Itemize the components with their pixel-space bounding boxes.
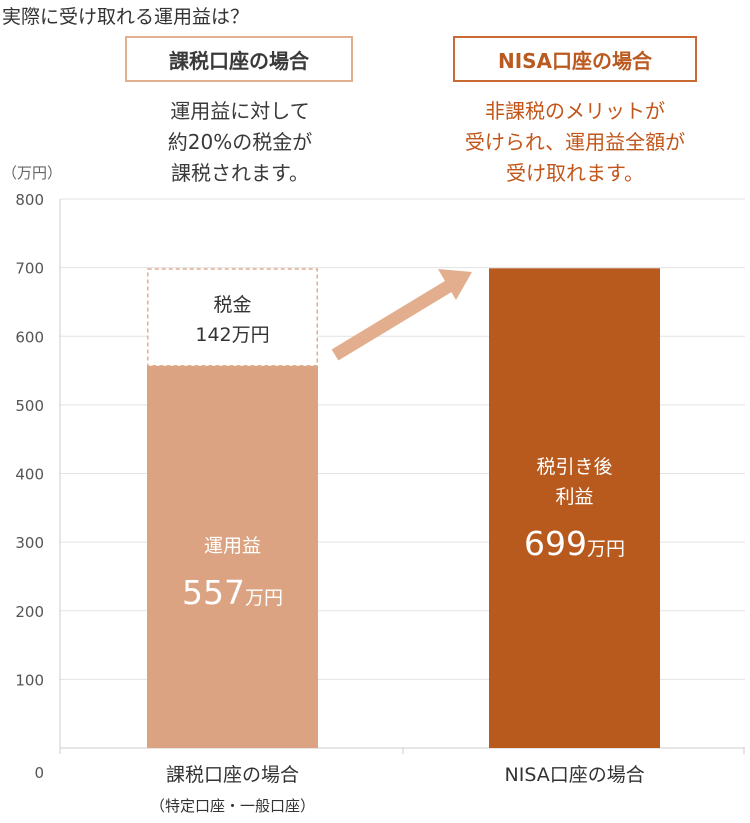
y-tick-label: 400	[15, 466, 44, 484]
y-tick-label: 600	[15, 328, 44, 346]
taxed-account-heading: 課税口座の場合	[125, 36, 353, 82]
bar-segment-label: 税引き後	[536, 456, 612, 478]
x-category-label-taxed: 課税口座の場合	[166, 764, 300, 786]
y-tick-label: 0	[34, 764, 44, 782]
nisa-account-description: 非課税のメリットが 受けられ、運用益全額が 受け取れます。	[464, 99, 686, 185]
bar-value-label: 557万円	[182, 573, 283, 612]
taxed-account-description: 運用益に対して 約20%の税金が 課税されます。	[167, 99, 313, 185]
bar-value-label: 699万円	[524, 524, 625, 563]
y-tick-label: 200	[15, 603, 44, 621]
x-category-sublabel-taxed: （特定口座・一般口座）	[150, 797, 316, 815]
y-tick-label: 500	[15, 397, 44, 415]
arrow-head	[438, 269, 472, 300]
tax-segment-label: 税金	[213, 294, 251, 316]
y-tick-label: 700	[15, 260, 44, 278]
y-axis-unit-label: （万円）	[2, 164, 63, 182]
y-tick-label: 300	[15, 534, 44, 552]
bar-segment	[147, 365, 318, 748]
bar-segment	[489, 268, 660, 748]
bar-segment	[147, 268, 318, 367]
chart-title: 実際に受け取れる運用益は？	[2, 6, 250, 28]
nisa-account-heading: NISA口座の場合	[453, 36, 697, 82]
bar-segment-label: 運用益	[204, 535, 261, 557]
y-tick-label: 800	[15, 191, 44, 209]
y-tick-label: 100	[15, 671, 44, 689]
x-category-label-nisa: NISA口座の場合	[504, 764, 645, 786]
bar-segment-label: 利益	[555, 486, 593, 508]
arrow-shaft	[331, 277, 458, 361]
tax-segment-value: 142万円	[195, 324, 269, 346]
